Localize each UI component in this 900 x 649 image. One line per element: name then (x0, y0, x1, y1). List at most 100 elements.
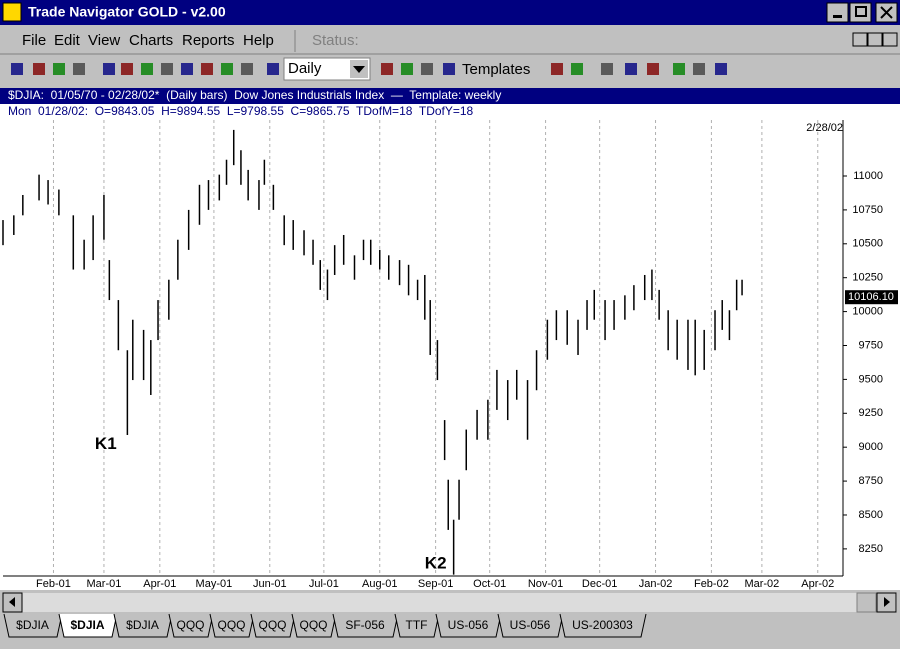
y-tick-label: 10000 (852, 305, 883, 317)
tab-label: $DJIA (70, 618, 104, 632)
annotation: K2 (425, 553, 447, 572)
mdi-close[interactable] (882, 32, 898, 47)
toolbar-icon (73, 63, 85, 75)
y-tick-label: 9750 (859, 339, 883, 351)
tab-label: QQQ (299, 618, 327, 632)
tab[interactable] (113, 613, 173, 638)
last-price-box (845, 290, 898, 305)
restore-button[interactable] (849, 2, 872, 23)
x-tick-label: Sep-01 (418, 578, 453, 590)
menu-item[interactable]: Reports (182, 32, 235, 49)
tab[interactable] (394, 613, 440, 638)
minimize-button[interactable] (826, 2, 849, 23)
toolbar-icon (33, 63, 45, 75)
menu-item[interactable]: Edit (54, 32, 81, 49)
toolbar-icon (141, 63, 153, 75)
toolbar-icon (267, 63, 279, 75)
toolbar-icon (571, 63, 583, 75)
toolbar-icon (715, 63, 727, 75)
menu-item[interactable]: View (88, 32, 120, 49)
toolbar-icon (601, 63, 613, 75)
y-tick-label: 9000 (859, 441, 883, 453)
period-combo[interactable] (283, 57, 371, 81)
y-tick-label: 9250 (859, 407, 883, 419)
tab[interactable] (209, 613, 255, 638)
mdi-minimize[interactable] (852, 32, 868, 47)
x-tick-label: May-01 (196, 578, 233, 590)
x-tick-label: Nov-01 (528, 578, 563, 590)
tab[interactable] (435, 613, 502, 638)
x-tick-label: Apr-01 (143, 578, 176, 590)
window-title: Trade Navigator GOLD - v2.00 (28, 4, 226, 20)
toolbar-icon (221, 63, 233, 75)
arrow-icon (9, 597, 15, 607)
x-tick-label: Aug-01 (362, 578, 397, 590)
tab-label: US-200303 (572, 618, 633, 632)
tab-label: QQQ (217, 618, 245, 632)
info-line: Mon 01/28/02: O=9843.05 H=9894.55 L=9798… (8, 104, 474, 118)
tab-label: $DJIA (16, 618, 49, 632)
toolbar-icon (241, 63, 253, 75)
minimize-icon (833, 15, 842, 18)
toolbar-icon (401, 63, 413, 75)
toolbar-icon (11, 63, 23, 75)
x-tick-label: Mar-02 (744, 578, 779, 590)
scroll-track[interactable] (3, 593, 897, 612)
tab[interactable] (497, 613, 564, 638)
tab[interactable] (168, 613, 214, 638)
tab[interactable] (332, 613, 399, 638)
tab-label: $DJIA (126, 618, 159, 632)
templates-button[interactable]: Templates (462, 61, 530, 78)
toolbar-icon (647, 63, 659, 75)
title-bar (0, 0, 900, 25)
y-tick-label: 11000 (853, 170, 883, 182)
tab[interactable] (3, 613, 63, 638)
x-tick-label: Apr-02 (801, 578, 834, 590)
scroll-thumb[interactable] (856, 592, 877, 613)
arrow-icon (353, 66, 365, 73)
toolbar-icon (181, 63, 193, 75)
menu-item[interactable]: File (22, 32, 46, 49)
x-tick-label: Jul-01 (309, 578, 339, 590)
toolbar: Daily Templates (8, 57, 730, 81)
tab[interactable] (250, 613, 296, 638)
toolbar-icon (551, 63, 563, 75)
menu-item[interactable]: Charts (129, 32, 173, 49)
toolbar-icon (201, 63, 213, 75)
tab[interactable] (559, 613, 647, 638)
close-icon (880, 6, 893, 19)
menu-bar: File Edit View Charts Reports Help Statu… (22, 30, 898, 52)
y-tick-label: 8250 (859, 543, 883, 555)
info-bar (0, 104, 900, 120)
toolbar-icon (53, 63, 65, 75)
app-icon (2, 2, 22, 22)
scrollbar (2, 592, 897, 613)
tab-label: US-056 (448, 618, 489, 632)
x-tick-label: Jan-02 (639, 578, 673, 590)
tab-label: QQQ (258, 618, 286, 632)
tab-label: SF-056 (345, 618, 385, 632)
y-tick-label: 9500 (859, 373, 883, 385)
last-price-label: 10106.10 (848, 291, 894, 303)
y-tick-label: 10750 (852, 204, 883, 216)
annotation: K1 (95, 434, 117, 453)
toolbar-icon (121, 63, 133, 75)
x-tick-label: Feb-01 (36, 578, 71, 590)
status-label: Status: (312, 32, 359, 49)
tab-label: QQQ (176, 618, 204, 632)
menu-item[interactable]: Help (243, 32, 274, 49)
toolbar-icon (161, 63, 173, 75)
tab-label: US-056 (510, 618, 551, 632)
toolbar-icon (673, 63, 685, 75)
x-tick-label: Feb-02 (694, 578, 729, 590)
tab[interactable] (291, 613, 337, 638)
toolbar-icon (625, 63, 637, 75)
x-tick-label: Jun-01 (253, 578, 287, 590)
toolbar-icon (443, 63, 455, 75)
tab-label: TTF (406, 618, 428, 632)
chart-header-bar (0, 88, 900, 104)
mdi-restore[interactable] (867, 32, 883, 47)
tab[interactable] (58, 613, 118, 638)
